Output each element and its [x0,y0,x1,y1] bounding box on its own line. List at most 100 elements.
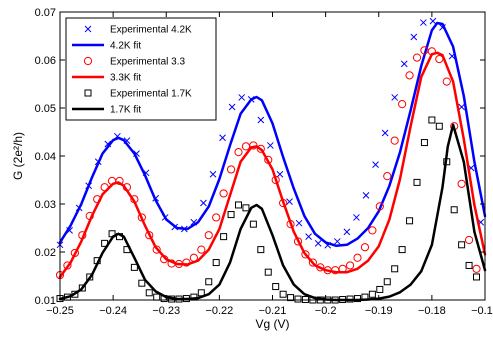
legend-item: Experimental 3.3 [83,57,185,68]
data-point [63,261,72,270]
data-point-stroke [219,134,226,142]
data-point [276,170,284,178]
data-point [257,246,265,254]
data-point [390,136,399,145]
data-point-stroke [305,233,312,240]
data-point [301,250,310,259]
data-point [353,253,362,262]
data-point-stroke [238,94,246,101]
legend-label: Experimental 1.7K [110,89,192,100]
data-point [200,199,207,207]
data-point [372,161,379,168]
data-point [234,148,243,157]
data-point [264,268,272,276]
fit-line [58,21,487,248]
data-point [398,246,406,254]
data-point [381,129,389,137]
legend-label: Experimental 4.2K [110,25,192,36]
legend-box [65,17,217,121]
data-point-stroke [381,129,389,137]
x-tick-label: −0.21 [259,305,287,317]
data-point [235,201,242,209]
x-tick-label: −0.18 [418,305,446,317]
y-axis-label: G (2e²/h) [11,132,25,180]
data-point-stroke [200,199,207,207]
data-point [473,273,480,281]
y-tick-label: 0.01 [35,295,56,307]
data-point-stroke [333,238,341,245]
legend-label: 3.3K fit [110,73,141,84]
data-point [405,71,414,80]
data-point [267,142,274,149]
data-point [226,165,236,174]
series-6 [58,123,487,302]
data-point-stroke [209,170,217,178]
x-tick-label: −0.19 [365,305,393,317]
fit-line [58,123,487,302]
data-point-stroke [391,94,399,101]
data-point [204,231,213,240]
data-point [78,284,86,292]
data-point [412,53,422,62]
data-point-stroke [276,170,284,178]
data-point [472,264,481,273]
data-point [360,243,370,252]
data-point-stroke [257,116,265,124]
y-tick-label: 0.06 [35,55,56,67]
data-point [295,219,303,227]
data-point [257,116,265,124]
legend-item: 4.2K fit [72,41,141,52]
data-point-stroke [429,17,437,25]
data-point [152,245,161,254]
fit-line [58,51,487,279]
x-tick-label: −0.24 [99,305,127,317]
data-point [406,217,414,225]
x-tick-label: −0.22 [205,305,233,317]
x-tick-label: −0.17 [471,305,493,317]
data-point [458,103,465,111]
series-4 [58,51,487,279]
legend: Experimental 4.2K 4.2K fit Experimental 3.… [65,17,217,121]
data-point [465,261,473,269]
data-point [391,265,399,273]
data-point [410,33,418,41]
y-tick-label: 0.03 [35,199,56,211]
data-point-stroke [410,33,418,41]
data-point [314,240,322,247]
data-point [242,204,250,212]
data-point [219,189,228,198]
data-point [287,294,295,302]
data-point [227,211,235,219]
data-point [368,226,377,235]
y-tick-label: 0.07 [35,7,56,19]
data-point [464,235,474,245]
legend-swatch [84,89,92,97]
data-point [212,259,220,267]
data-point-stroke [458,103,465,111]
data-point-stroke [400,60,408,68]
data-point [345,261,355,270]
data-point [205,278,213,286]
data-point [398,100,407,109]
data-point [442,77,451,86]
data-point [209,170,217,178]
data-point [308,258,317,267]
data-point [238,94,246,101]
data-point [219,134,226,142]
data-point [197,245,206,254]
data-point [400,60,408,68]
data-point [450,206,458,214]
data-point-stroke [314,240,322,247]
data-point [286,198,293,205]
data-point-stroke [372,161,379,168]
x-tick-label: −0.2 [315,305,337,317]
ticks-layer: −0.25 −0.24 −0.23 −0.22 −0.21 −0.2 −0.19 −0.18 −… [35,7,493,317]
data-point-stroke [362,192,370,199]
data-point-stroke [104,140,112,148]
data-point [333,238,341,245]
y-tick-label: 0.04 [35,151,56,163]
data-point [279,290,287,298]
data-point-stroke [267,142,274,149]
data-point [375,202,384,211]
